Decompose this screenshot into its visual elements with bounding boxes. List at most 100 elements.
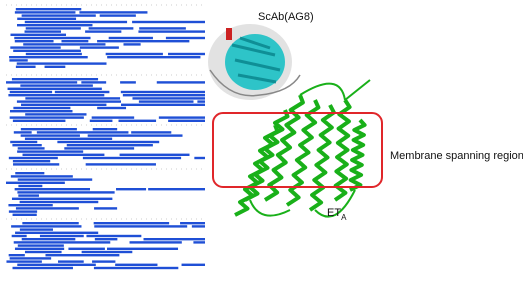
- peptide-bar: [17, 263, 96, 266]
- peptide-bar: [25, 97, 121, 100]
- peptide-bar: [11, 234, 27, 238]
- peptide-bar: [24, 20, 128, 24]
- peptide-bar: [13, 49, 81, 52]
- peptide-bar: [92, 260, 116, 263]
- peptide-bar: [25, 113, 87, 116]
- peptide-bar: [148, 188, 205, 191]
- peptide-bar: [120, 90, 205, 94]
- peptide-bar: [14, 40, 54, 43]
- peptide-bar: [13, 131, 32, 134]
- peptide-bar: [13, 106, 71, 110]
- peptide-bar: [9, 90, 53, 94]
- peptide-bar: [97, 106, 127, 110]
- peptide-bar: [91, 116, 135, 119]
- helix: [308, 104, 336, 212]
- peptide-bar: [19, 200, 99, 204]
- peptide-bar: [119, 153, 190, 156]
- peptide-bar: [129, 241, 182, 244]
- peptide-bar: [6, 260, 42, 263]
- peptide-bar: [94, 207, 118, 210]
- peptide-bar: [118, 119, 157, 122]
- peptide-bar: [21, 238, 76, 241]
- peptide-bar: [12, 266, 73, 270]
- peptide-bar: [16, 62, 107, 65]
- peptide-bar: [132, 20, 205, 24]
- peptide-bar: [24, 137, 113, 140]
- antibody-marker: [226, 28, 232, 40]
- peptide-bar: [194, 156, 205, 160]
- peptide-bar: [92, 128, 118, 131]
- peptide-bar: [93, 266, 179, 270]
- helix: [285, 99, 321, 207]
- helix: [348, 118, 367, 192]
- peptide-bar: [79, 11, 148, 14]
- peptide-bar: [12, 119, 66, 122]
- peptide-bar: [11, 78, 99, 81]
- antibody-loop: [209, 69, 301, 97]
- peptide-bar: [8, 254, 25, 257]
- peptide-bar: [21, 103, 107, 106]
- peptide-bar: [44, 65, 66, 68]
- peptide-bar: [61, 40, 89, 43]
- helix: [333, 98, 352, 202]
- peptide-bar: [12, 160, 51, 163]
- peptide-bar: [24, 250, 62, 254]
- peptide-bar: [79, 46, 119, 49]
- peptide-bar: [139, 27, 186, 30]
- peptide-bar: [115, 263, 158, 266]
- peptide-bar: [64, 147, 135, 150]
- peptide-bar: [165, 36, 205, 40]
- peptide-bar: [13, 241, 111, 244]
- peptide-bar: [45, 254, 120, 257]
- peptide-bar: [10, 175, 73, 178]
- peptide-bar: [181, 263, 205, 266]
- peptide-bar: [9, 59, 28, 62]
- peptide-bar: [20, 84, 93, 87]
- peptide-bar: [8, 204, 53, 207]
- peptide-bar: [9, 257, 52, 260]
- peptide-bar: [14, 11, 76, 14]
- peptide-bar: [85, 163, 156, 166]
- peptide-bar: [15, 172, 45, 175]
- peptide-bar: [18, 184, 43, 188]
- peptide-bar: [99, 14, 136, 17]
- peptide-bar: [13, 163, 60, 166]
- receptor-label: ETA: [327, 207, 347, 222]
- peptide-bar: [6, 81, 78, 84]
- receptor-subscript: A: [341, 213, 347, 222]
- protein-structure: [208, 24, 371, 218]
- peptide-bar: [54, 90, 110, 94]
- peptide-bar: [107, 56, 201, 59]
- peptide-bar: [14, 247, 65, 250]
- peptide-bar: [193, 241, 205, 244]
- peptide-bar: [105, 52, 163, 56]
- peptide-bar: [10, 140, 38, 144]
- peptide-bar: [18, 194, 39, 197]
- peptide-bar: [120, 81, 136, 84]
- peptide-bar: [23, 43, 106, 46]
- peptide-bar: [122, 94, 205, 97]
- peptide-bar: [191, 225, 205, 228]
- peptide-bar: [8, 210, 38, 213]
- peptide-bar: [10, 110, 73, 113]
- antibody-strands: [231, 36, 281, 84]
- peptide-bar: [11, 197, 113, 200]
- peptide-bar: [138, 100, 194, 103]
- peptide-bar: [10, 33, 67, 36]
- peptide-bar: [58, 260, 84, 263]
- peptide-bar: [143, 238, 205, 241]
- peptide-bar: [20, 134, 80, 137]
- peptide-bar: [97, 40, 190, 43]
- peptide-bar: [14, 36, 91, 40]
- peptide-bar: [156, 81, 205, 84]
- peptide-bar: [57, 140, 160, 144]
- peptide-bar: [17, 17, 77, 20]
- peptide-bar: [94, 225, 188, 228]
- peptide-bar: [9, 56, 88, 59]
- peptide-bar: [6, 181, 65, 184]
- peptide-bar: [88, 27, 134, 30]
- peptide-bar: [17, 147, 45, 150]
- peptide-bar: [68, 247, 105, 250]
- peptide-bar: [9, 116, 84, 119]
